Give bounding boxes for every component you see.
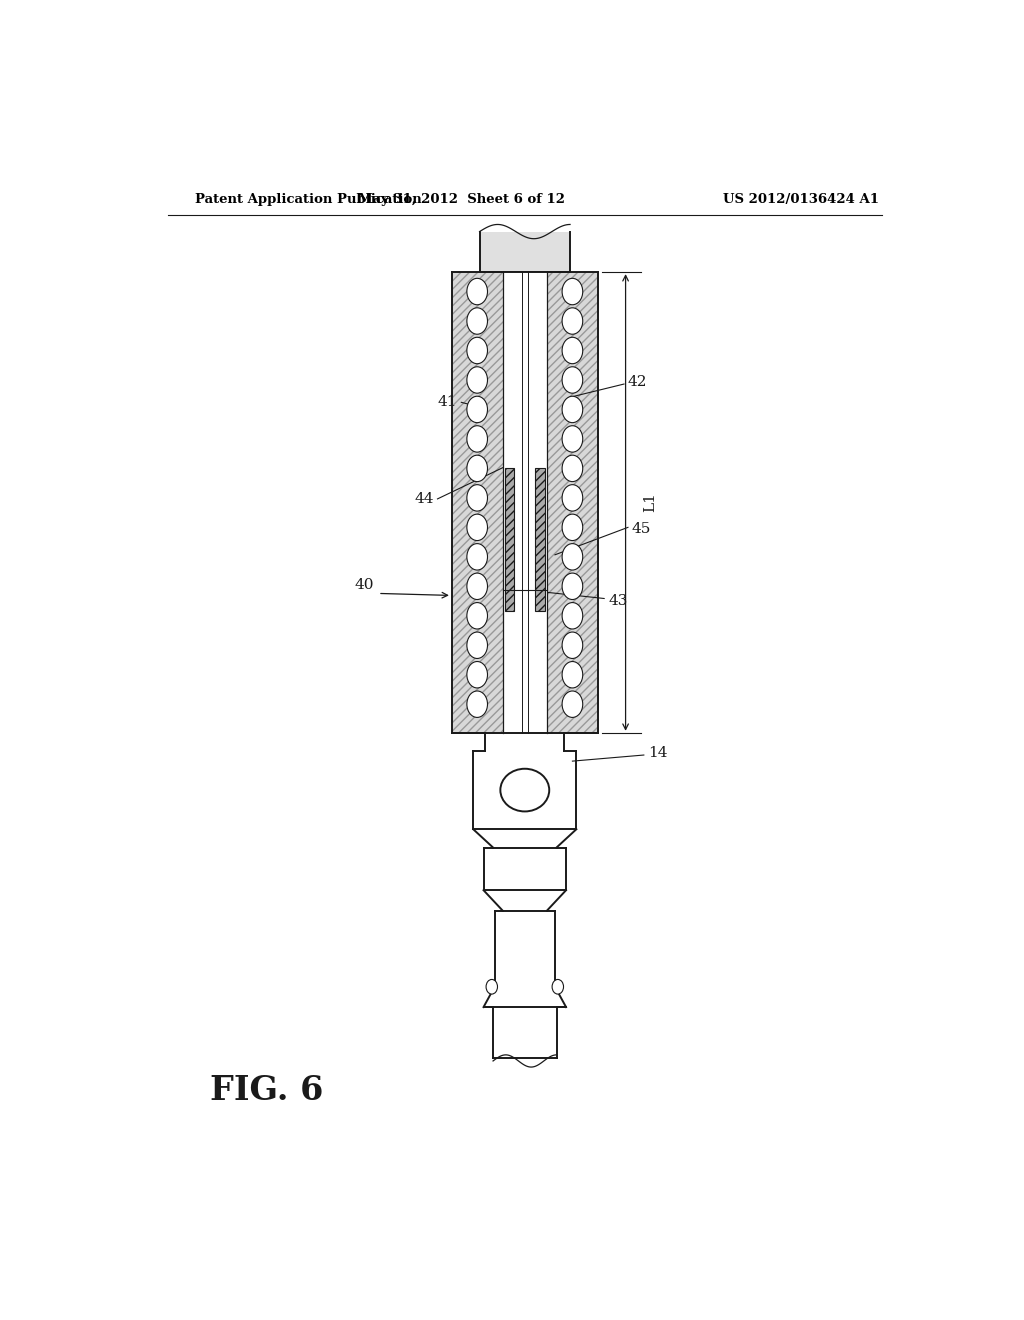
Circle shape [552, 979, 563, 994]
Text: L1: L1 [643, 492, 657, 512]
Circle shape [562, 279, 583, 305]
Circle shape [467, 396, 487, 422]
Text: US 2012/0136424 A1: US 2012/0136424 A1 [723, 193, 880, 206]
Text: 43: 43 [608, 594, 628, 607]
Circle shape [562, 338, 583, 364]
Circle shape [467, 544, 487, 570]
Text: Patent Application Publication: Patent Application Publication [196, 193, 422, 206]
Circle shape [562, 513, 583, 541]
Text: 44: 44 [414, 492, 433, 506]
Circle shape [467, 690, 487, 718]
Text: 40: 40 [354, 578, 374, 593]
Polygon shape [505, 469, 514, 611]
Polygon shape [452, 272, 503, 733]
Circle shape [562, 426, 583, 453]
Circle shape [467, 573, 487, 599]
Circle shape [467, 279, 487, 305]
Circle shape [562, 602, 583, 630]
Text: 42: 42 [628, 375, 647, 389]
Circle shape [467, 308, 487, 334]
Circle shape [467, 338, 487, 364]
Circle shape [562, 573, 583, 599]
Text: FIG. 6: FIG. 6 [210, 1074, 324, 1107]
Circle shape [562, 690, 583, 718]
Polygon shape [503, 272, 547, 733]
Polygon shape [536, 469, 545, 611]
Circle shape [467, 484, 487, 511]
Text: 41: 41 [438, 395, 458, 409]
Ellipse shape [501, 768, 549, 812]
Polygon shape [547, 272, 598, 733]
Circle shape [467, 513, 487, 541]
Circle shape [467, 426, 487, 453]
Circle shape [467, 602, 487, 630]
Polygon shape [479, 231, 570, 272]
Circle shape [562, 455, 583, 482]
Circle shape [467, 661, 487, 688]
Text: 45: 45 [632, 523, 651, 536]
Circle shape [486, 979, 498, 994]
Circle shape [562, 308, 583, 334]
Circle shape [467, 455, 487, 482]
Circle shape [562, 632, 583, 659]
Text: May 31, 2012  Sheet 6 of 12: May 31, 2012 Sheet 6 of 12 [357, 193, 565, 206]
Circle shape [562, 367, 583, 393]
Circle shape [562, 544, 583, 570]
Circle shape [562, 661, 583, 688]
Circle shape [562, 396, 583, 422]
Text: 14: 14 [648, 746, 668, 760]
Circle shape [467, 367, 487, 393]
Circle shape [562, 484, 583, 511]
Circle shape [467, 632, 487, 659]
